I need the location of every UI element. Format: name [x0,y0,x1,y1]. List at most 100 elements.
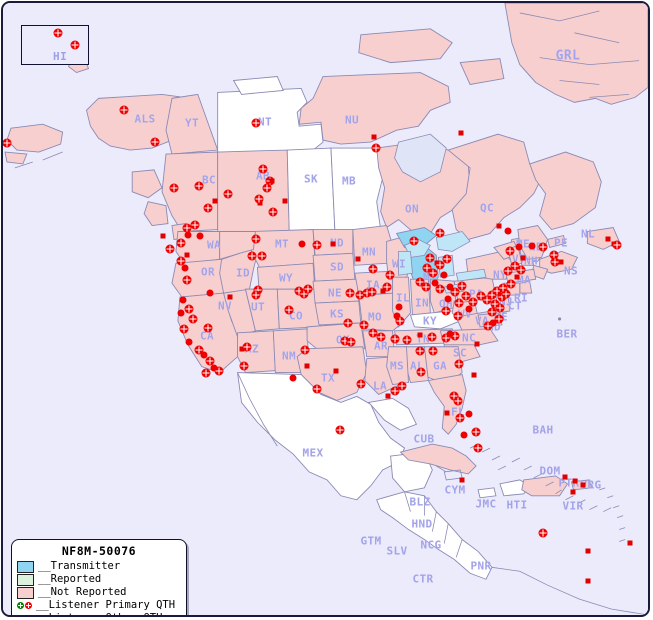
listener-other-qth-marker[interactable] [562,474,568,480]
listener-other-qth-marker[interactable] [514,274,520,280]
listener-marker[interactable] [515,243,523,251]
listener-primary-qth-marker[interactable] [182,223,192,233]
listener-primary-qth-marker[interactable] [376,332,386,342]
listener-primary-qth-marker[interactable] [355,290,365,300]
listener-primary-qth-marker[interactable] [201,368,211,378]
listener-other-qth-marker[interactable] [212,198,218,204]
listener-other-qth-marker[interactable] [160,233,166,239]
listener-primary-qth-marker[interactable] [428,268,438,278]
listener-primary-qth-marker[interactable] [119,105,129,115]
listener-primary-qth-marker[interactable] [441,306,451,316]
listener-primary-qth-marker[interactable] [300,345,310,355]
listener-primary-qth-marker[interactable] [3,138,12,148]
listener-primary-qth-marker[interactable] [415,277,425,287]
listener-primary-qth-marker[interactable] [257,251,267,261]
listener-primary-qth-marker[interactable] [368,328,378,338]
listener-primary-qth-marker[interactable] [242,342,252,352]
listener-other-qth-marker[interactable] [458,130,464,136]
listener-primary-qth-marker[interactable] [450,287,460,297]
listener-primary-qth-marker[interactable] [454,298,464,308]
listener-primary-qth-marker[interactable] [70,40,80,50]
listener-other-qth-marker[interactable] [471,372,477,378]
listener-marker[interactable] [395,303,403,311]
listener-primary-qth-marker[interactable] [312,384,322,394]
listener-primary-qth-marker[interactable] [473,443,483,453]
listener-primary-qth-marker[interactable] [176,256,186,266]
listener-marker[interactable] [179,296,187,304]
listener-primary-qth-marker[interactable] [150,137,160,147]
listener-marker[interactable] [489,319,497,327]
listener-primary-qth-marker[interactable] [253,285,263,295]
listener-primary-qth-marker[interactable] [395,316,405,326]
listener-primary-qth-marker[interactable] [435,260,445,270]
listener-primary-qth-marker[interactable] [165,244,175,254]
listener-primary-qth-marker[interactable] [385,270,395,280]
listener-primary-qth-marker[interactable] [247,251,257,261]
listener-marker[interactable] [393,312,401,320]
listener-other-qth-marker[interactable] [333,368,339,374]
listener-marker[interactable] [440,271,448,279]
listener-other-qth-marker[interactable] [572,478,578,484]
listener-primary-qth-marker[interactable] [194,181,204,191]
listener-other-qth-marker[interactable] [558,259,564,265]
listener-other-qth-marker[interactable] [459,477,465,483]
listener-other-qth-marker[interactable] [239,346,245,352]
listener-other-qth-marker[interactable] [385,393,391,399]
listener-primary-qth-marker[interactable] [453,396,463,406]
listener-primary-qth-marker[interactable] [258,164,268,174]
listener-marker[interactable] [181,264,189,272]
listener-marker[interactable] [206,289,214,297]
listener-other-qth-marker[interactable] [570,489,576,495]
listener-primary-qth-marker[interactable] [492,286,502,296]
listener-primary-qth-marker[interactable] [495,303,505,313]
listener-primary-qth-marker[interactable] [487,290,497,300]
listener-primary-qth-marker[interactable] [409,236,419,246]
listener-primary-qth-marker[interactable] [251,234,261,244]
listener-other-qth-marker[interactable] [627,540,633,546]
listener-primary-qth-marker[interactable] [494,314,504,324]
listener-primary-qth-marker[interactable] [53,28,63,38]
listener-other-qth-marker[interactable] [417,332,423,338]
listener-primary-qth-marker[interactable] [549,250,559,260]
listener-primary-qth-marker[interactable] [550,257,560,267]
listener-primary-qth-marker[interactable] [239,361,249,371]
listener-primary-qth-marker[interactable] [453,311,463,321]
listener-primary-qth-marker[interactable] [335,425,345,435]
listener-primary-qth-marker[interactable] [416,367,426,377]
listener-primary-qth-marker[interactable] [368,264,378,274]
listener-other-qth-marker[interactable] [580,482,586,488]
listener-primary-qth-marker[interactable] [303,284,313,294]
map-canvas[interactable]: .nr{fill:#f8cfcf;stroke:#8a8ab4;stroke-w… [3,3,648,615]
listener-primary-qth-marker[interactable] [312,240,322,250]
listener-primary-qth-marker[interactable] [254,194,264,204]
listener-marker[interactable] [465,305,473,313]
listener-primary-qth-marker[interactable] [346,337,356,347]
listener-primary-qth-marker[interactable] [425,253,435,263]
listener-primary-qth-marker[interactable] [397,381,407,391]
listener-primary-qth-marker[interactable] [343,318,353,328]
listener-primary-qth-marker[interactable] [184,304,194,314]
listener-primary-qth-marker[interactable] [428,346,438,356]
listener-primary-qth-marker[interactable] [516,265,526,275]
listener-primary-qth-marker[interactable] [490,299,500,309]
listener-primary-qth-marker[interactable] [251,290,261,300]
listener-primary-qth-marker[interactable] [179,324,189,334]
listener-other-qth-marker[interactable] [304,363,310,369]
listener-primary-qth-marker[interactable] [203,203,213,213]
listener-marker[interactable] [465,410,473,418]
listener-primary-qth-marker[interactable] [194,345,204,355]
listener-marker[interactable] [184,231,192,239]
listener-marker[interactable] [460,431,468,439]
listener-marker[interactable] [528,242,536,250]
listener-other-qth-marker[interactable] [330,241,336,247]
listener-primary-qth-marker[interactable] [415,346,425,356]
listener-marker[interactable] [210,364,218,372]
listener-other-qth-marker[interactable] [380,288,386,294]
listener-primary-qth-marker[interactable] [482,295,492,305]
listener-primary-qth-marker[interactable] [422,263,432,273]
listener-primary-qth-marker[interactable] [356,379,366,389]
listener-primary-qth-marker[interactable] [390,386,400,396]
listener-marker[interactable] [446,283,454,291]
listener-primary-qth-marker[interactable] [506,279,516,289]
listener-other-qth-marker[interactable] [355,256,361,262]
